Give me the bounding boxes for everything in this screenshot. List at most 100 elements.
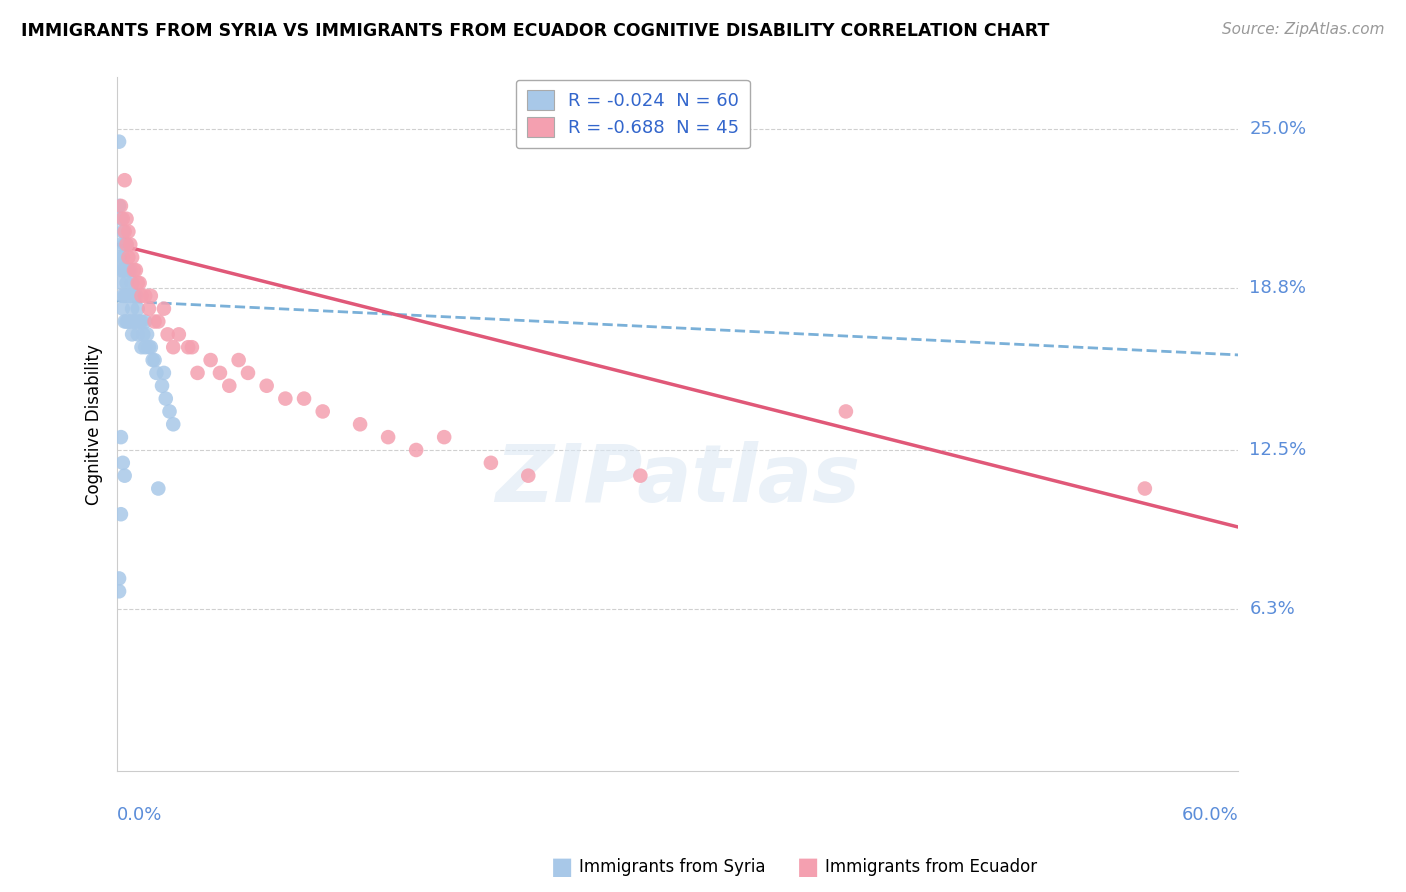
Point: [200, 353, 222, 368]
Point: [110, 263, 132, 277]
Point: [139, 340, 162, 354]
Point: [110, 430, 132, 444]
Text: 18.8%: 18.8%: [1250, 279, 1306, 297]
Point: [122, 289, 145, 303]
Point: [159, 404, 181, 418]
Point: [139, 289, 162, 303]
Point: [122, 263, 145, 277]
Point: [114, 468, 136, 483]
Text: 12.5%: 12.5%: [1250, 441, 1306, 459]
Point: [111, 225, 134, 239]
Point: [111, 289, 134, 303]
Text: 60.0%: 60.0%: [1181, 805, 1239, 824]
Point: [114, 225, 136, 239]
Point: [138, 340, 160, 354]
Point: [162, 340, 184, 354]
Point: [145, 366, 167, 380]
Point: [256, 378, 278, 392]
Point: [349, 417, 371, 432]
Point: [136, 327, 159, 342]
Text: ■: ■: [551, 855, 574, 879]
Point: [121, 301, 143, 316]
Point: [117, 263, 139, 277]
Text: Source: ZipAtlas.com: Source: ZipAtlas.com: [1222, 22, 1385, 37]
Text: IMMIGRANTS FROM SYRIA VS IMMIGRANTS FROM ECUADOR COGNITIVE DISABILITY CORRELATIO: IMMIGRANTS FROM SYRIA VS IMMIGRANTS FROM…: [21, 22, 1049, 40]
Legend: R = -0.024  N = 60, R = -0.688  N = 45: R = -0.024 N = 60, R = -0.688 N = 45: [516, 79, 749, 148]
Point: [153, 366, 176, 380]
Text: 25.0%: 25.0%: [1250, 120, 1306, 138]
Point: [114, 237, 136, 252]
Point: [108, 135, 131, 149]
Text: ■: ■: [797, 855, 820, 879]
Point: [128, 276, 150, 290]
Point: [115, 237, 138, 252]
Point: [111, 263, 134, 277]
Point: [835, 404, 858, 418]
Point: [115, 314, 138, 328]
Point: [120, 263, 142, 277]
Point: [110, 237, 132, 252]
Point: [177, 340, 200, 354]
Point: [138, 301, 160, 316]
Point: [110, 276, 132, 290]
Point: [153, 301, 176, 316]
Point: [115, 289, 138, 303]
Point: [111, 456, 134, 470]
Point: [148, 314, 170, 328]
Point: [120, 289, 142, 303]
Point: [120, 237, 142, 252]
Point: [127, 276, 149, 290]
Point: [111, 250, 134, 264]
Text: 0.0%: 0.0%: [117, 805, 163, 824]
Point: [1133, 482, 1156, 496]
Point: [134, 314, 156, 328]
Point: [218, 378, 240, 392]
Point: [148, 482, 170, 496]
Point: [312, 404, 335, 418]
Point: [114, 263, 136, 277]
Point: [125, 289, 148, 303]
Point: [134, 340, 156, 354]
Point: [143, 353, 166, 368]
Point: [228, 353, 250, 368]
Point: [155, 392, 177, 406]
Point: [134, 289, 156, 303]
Point: [114, 173, 136, 187]
Point: [208, 366, 231, 380]
Point: [156, 327, 179, 342]
Point: [108, 571, 131, 585]
Point: [114, 314, 136, 328]
Point: [127, 327, 149, 342]
Point: [121, 327, 143, 342]
Point: [377, 430, 399, 444]
Point: [131, 289, 153, 303]
Point: [433, 430, 456, 444]
Point: [517, 468, 540, 483]
Point: [132, 327, 155, 342]
Point: [117, 250, 139, 264]
Text: Immigrants from Ecuador: Immigrants from Ecuador: [825, 858, 1038, 876]
Point: [292, 392, 315, 406]
Point: [110, 211, 132, 226]
Point: [115, 276, 138, 290]
Point: [236, 366, 259, 380]
Point: [131, 340, 153, 354]
Point: [162, 417, 184, 432]
Point: [405, 442, 427, 457]
Point: [108, 199, 131, 213]
Point: [110, 507, 132, 521]
Point: [131, 314, 153, 328]
Point: [108, 584, 131, 599]
Point: [128, 314, 150, 328]
Point: [121, 276, 143, 290]
Point: [115, 263, 138, 277]
Point: [117, 314, 139, 328]
Point: [167, 327, 190, 342]
Point: [115, 237, 138, 252]
Point: [186, 366, 208, 380]
Point: [111, 301, 134, 316]
Text: ZIPatlas: ZIPatlas: [495, 441, 860, 519]
Point: [117, 289, 139, 303]
Point: [628, 468, 651, 483]
Point: [150, 378, 173, 392]
